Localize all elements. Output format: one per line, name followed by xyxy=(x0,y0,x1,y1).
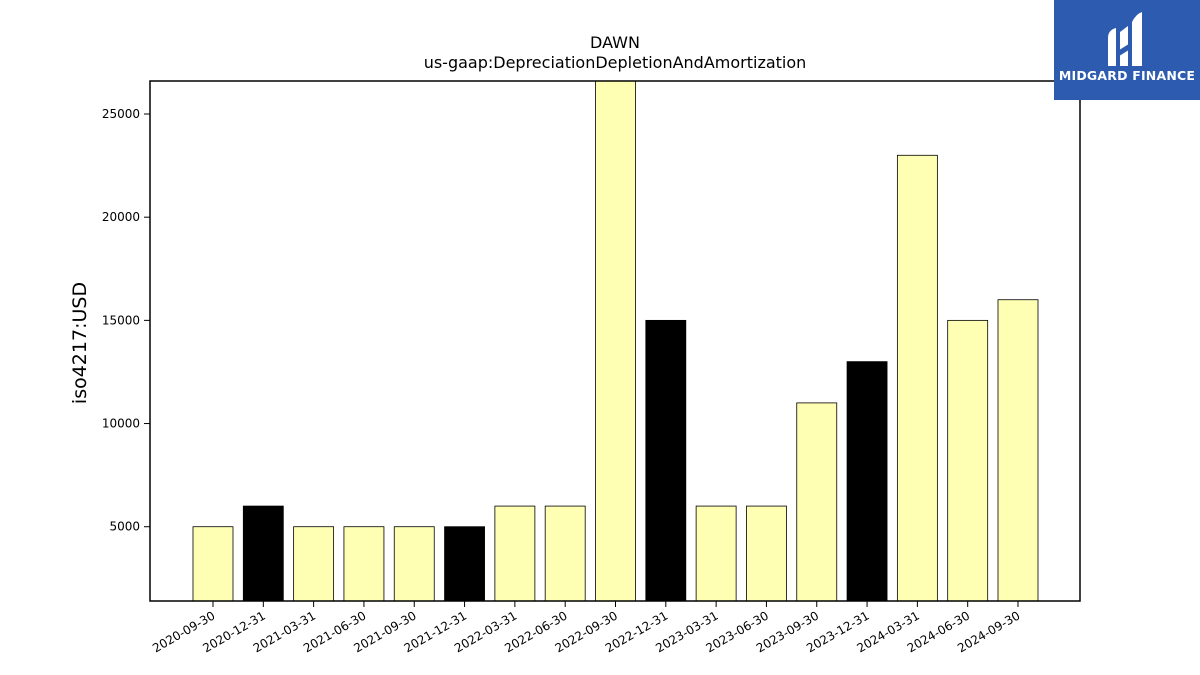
bar-2021-12-31 xyxy=(444,526,485,601)
bar-2023-09-30 xyxy=(796,402,838,601)
brand-name: MIDGARD FINANCE xyxy=(1058,68,1196,83)
bar-2022-12-31 xyxy=(645,319,687,601)
bar-2023-06-30 xyxy=(746,505,787,601)
y-tick-label: 5000 xyxy=(109,520,140,534)
bar-2021-09-30 xyxy=(393,526,435,601)
bar-2024-06-30 xyxy=(947,319,989,601)
midgard-finance-logo-icon xyxy=(1108,12,1142,66)
bar-2020-12-31 xyxy=(242,505,284,601)
y-tick-label: 15000 xyxy=(102,313,140,327)
y-tick-label: 10000 xyxy=(102,417,140,431)
bar-2021-03-31 xyxy=(293,526,335,601)
bar-2023-03-31 xyxy=(695,505,737,601)
x-axis-ticks: 2020-09-302020-12-312021-03-312021-06-30… xyxy=(150,601,1023,655)
bar-2024-09-30 xyxy=(997,299,1039,601)
y-tick-label: 25000 xyxy=(102,107,140,121)
chart-subtitle: us-gaap:DepreciationDepletionAndAmortiza… xyxy=(424,53,807,72)
chart-title: DAWN xyxy=(590,33,640,52)
bar-2022-09-30 xyxy=(595,81,636,601)
midgard-finance-logo: MIDGARD FINANCE xyxy=(1054,0,1200,100)
bar-2021-06-30 xyxy=(343,526,385,601)
bar-2022-03-31 xyxy=(494,505,536,601)
y-axis-ticks: 5000 10000 15000 20000 25000 xyxy=(102,107,150,534)
plot-frame xyxy=(149,80,1081,602)
bar-2023-12-31 xyxy=(846,361,888,601)
y-tick-label: 20000 xyxy=(102,210,140,224)
bar-2022-06-30 xyxy=(544,505,586,601)
bar-2024-03-31 xyxy=(896,154,938,601)
bar-series xyxy=(192,81,1039,601)
bar-2020-09-30 xyxy=(192,526,234,601)
y-axis-label: iso4217:USD xyxy=(69,282,91,404)
